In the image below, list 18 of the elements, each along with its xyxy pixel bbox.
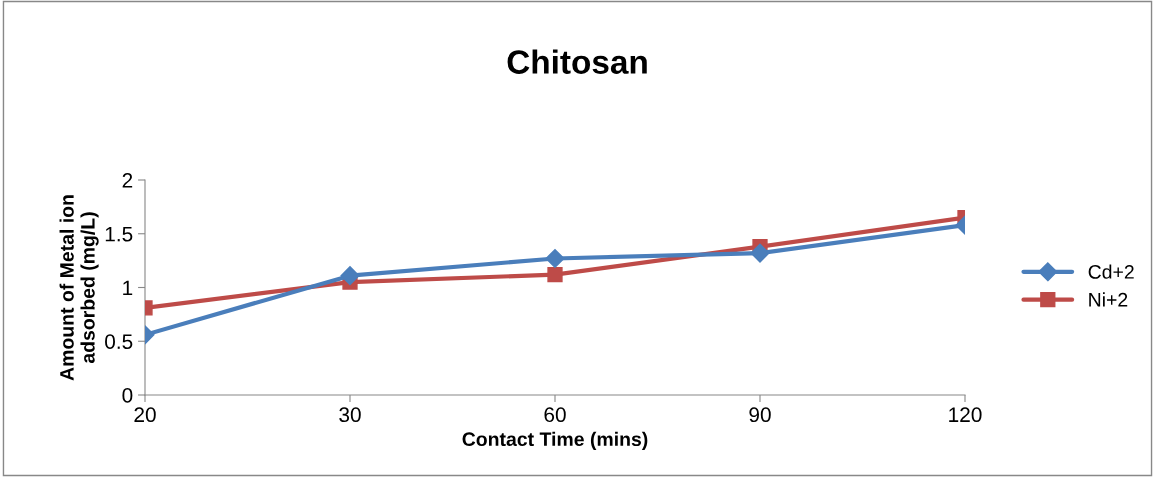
y-tick-label: 2 [122,173,133,188]
legend-label: Cd+2 [1088,264,1134,279]
y-tick-label: 0 [122,388,133,403]
y-tick-label: 0.5 [105,334,133,349]
x-tick-label: 90 [749,407,771,423]
point [547,266,563,283]
y-tick-label: 1 [123,280,133,296]
x-tick-label: 120 [949,407,982,423]
x-axis-title: Contact Time (mins) [462,431,648,450]
point [750,243,770,263]
x-tick-label: 20 [134,407,156,423]
y-tick-label: 1.5 [105,226,133,242]
point [545,248,565,269]
legend-label: Ni+2 [1089,292,1128,307]
y-axis-title: Amount of Metal ion adsorbed (mg/L) [59,195,99,381]
chart-title: Chitosan [507,49,647,74]
x-tick-label: 30 [339,407,361,423]
x-tick-label: 60 [544,407,566,423]
